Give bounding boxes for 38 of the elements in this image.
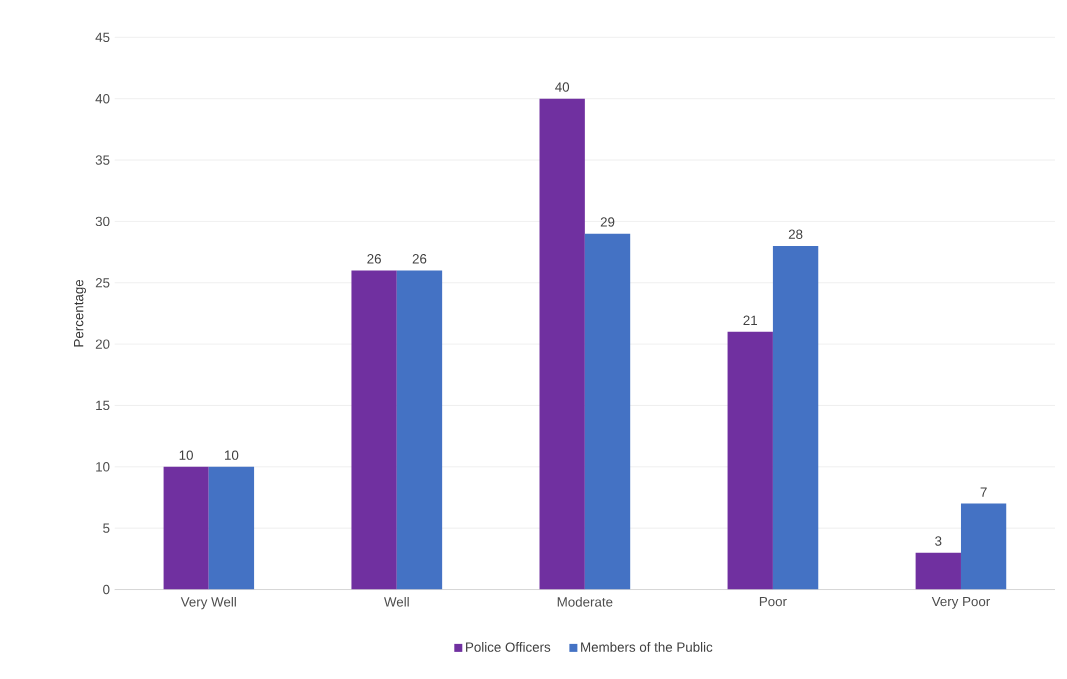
data-label: 28: [788, 229, 803, 240]
y-tick-label: 20: [95, 339, 110, 349]
legend-label: Members of the Public: [581, 642, 713, 652]
data-label: 29: [600, 217, 615, 227]
data-label: 26: [412, 254, 427, 264]
bar: [772, 246, 819, 590]
y-tick-label: 15: [96, 400, 110, 411]
y-tick-label: 0: [103, 584, 110, 595]
data-label: 10: [179, 450, 193, 460]
bar: [584, 233, 631, 590]
y-tick-label: 5: [103, 523, 110, 533]
bar: [960, 503, 1007, 590]
bar: [351, 270, 397, 590]
x-tick-label: Moderate: [557, 596, 613, 607]
bar: [915, 552, 961, 590]
y-tick-label: 25: [95, 278, 110, 288]
y-tick-label: 10: [96, 462, 110, 472]
y-tick-label: 30: [95, 216, 110, 227]
y-tick-label: 40: [95, 94, 110, 104]
data-label: 10: [225, 450, 239, 460]
bar: [727, 331, 773, 590]
x-tick-label: Very Poor: [931, 596, 991, 609]
legend-label: Police Officers: [466, 642, 551, 652]
bar: [208, 466, 255, 590]
x-tick-label: Well: [384, 596, 409, 607]
bar: [163, 466, 209, 590]
y-tick-label: 45: [95, 32, 110, 43]
x-tick-label: Very Well: [180, 596, 236, 610]
data-label: 40: [555, 82, 570, 92]
data-label: 3: [935, 536, 942, 546]
data-label: 26: [367, 254, 381, 264]
bar: [396, 270, 443, 590]
bar: [539, 98, 585, 590]
y-axis-title: Percentage: [74, 279, 86, 347]
data-label: 7: [980, 487, 987, 497]
x-tick-label: Poor: [759, 596, 787, 607]
y-tick-label: 35: [95, 155, 110, 165]
data-label: 21: [743, 315, 758, 325]
